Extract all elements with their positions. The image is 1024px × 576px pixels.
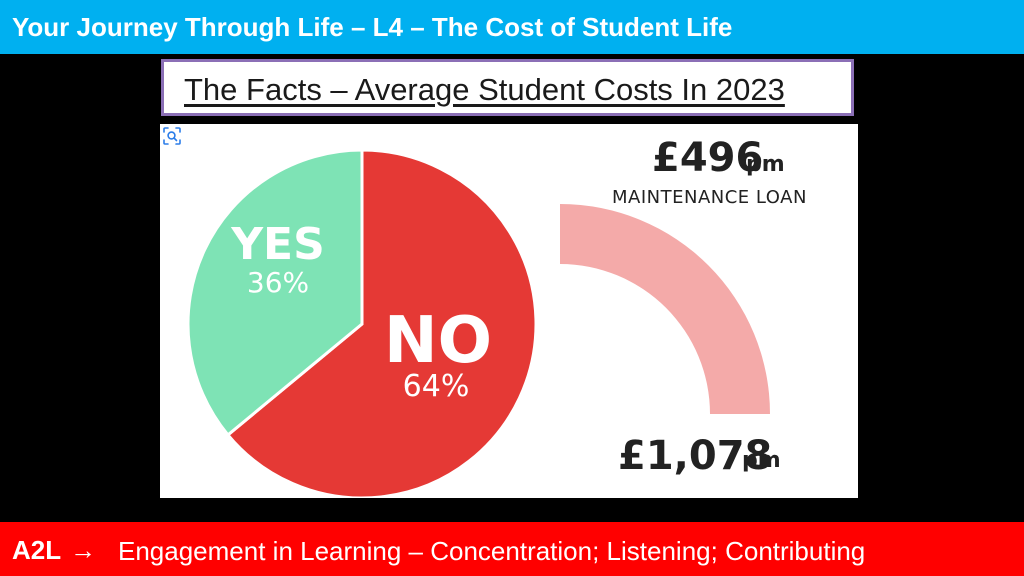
gauge-chart [560,204,770,414]
slide-title: Your Journey Through Life – L4 – The Cos… [12,12,733,42]
visual-search-icon[interactable] [160,124,184,148]
subtitle-heading: The Facts – Average Student Costs In 202… [184,72,785,107]
header-bar: Your Journey Through Life – L4 – The Cos… [0,0,1024,54]
arrow-right-icon: → [70,535,96,565]
infographic-panel: YES 36% NO 64% £496 pm MAINTENANCE LOAN … [160,124,858,498]
pie-chart [186,148,538,498]
pie-value-yes: 36% [247,266,309,299]
cost-amount: £1,078 [618,433,772,479]
infographic-svg: YES 36% NO 64% £496 pm MAINTENANCE LOAN … [186,135,807,498]
footer-a2l-label: A2L [12,535,62,565]
pie-value-no: 64% [403,369,470,404]
pie-label-no: NO [384,304,492,378]
pie-slice-no [225,148,538,498]
subtitle-box: The Facts – Average Student Costs In 202… [161,59,854,116]
cost-unit: pm [742,448,781,473]
pie-label-yes: YES [230,219,325,270]
gauge-arc [560,204,770,414]
footer-objectives: Engagement in Learning – Concentration; … [118,536,866,566]
loan-unit: pm [746,152,785,177]
loan-caption: MAINTENANCE LOAN [612,187,807,208]
loan-amount: £496 [652,135,763,181]
footer-bar: A2L → Engagement in Learning – Concentra… [0,522,1024,576]
pie-slice-yes [186,148,364,438]
